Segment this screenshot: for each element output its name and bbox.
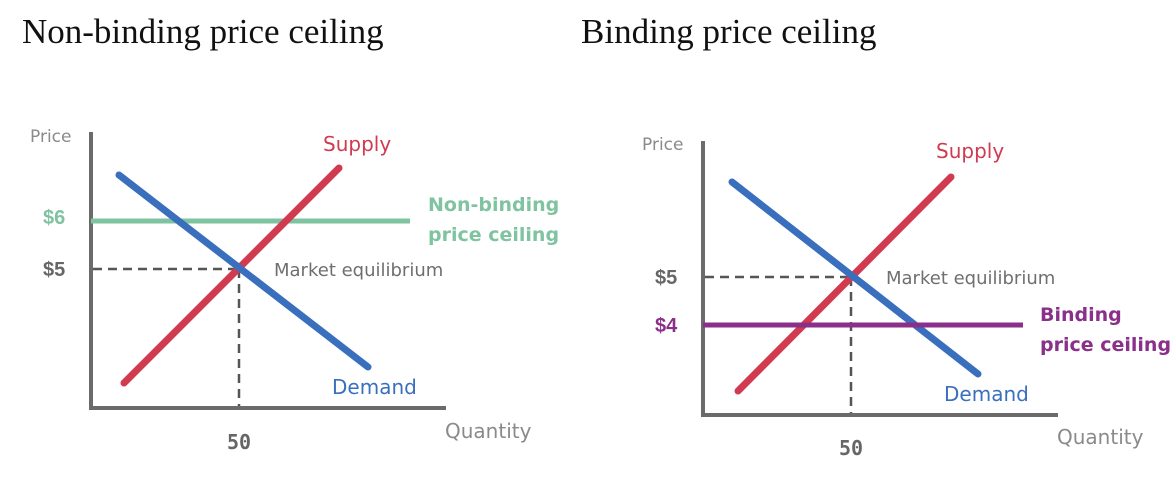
y-axis-label: Price [642,135,683,155]
ceiling-label-line1: Non-binding [428,194,559,216]
supply-label: Supply [323,132,391,156]
x-axis-label: Quantity [1057,425,1144,449]
ceiling-price-label: $4 [655,315,678,337]
supply-line [734,173,955,395]
chart-title-non-binding: Non-binding price ceiling [22,12,384,51]
y-axis-label: Price [30,127,71,147]
demand-line [728,178,982,378]
x-axis-label: Quantity [445,419,532,443]
demand-label: Demand [332,375,417,399]
chart-non-binding: Price Quantity Non-binding price ceiling… [30,127,559,454]
demand-label: Demand [944,382,1029,406]
equilibrium-label: Market equilibrium [886,268,1055,289]
equilibrium-quantity-label: 50 [227,430,251,454]
equilibrium-price-label: $5 [655,267,677,289]
equilibrium-label: Market equilibrium [274,260,443,281]
ceiling-price-label: $6 [43,207,65,229]
demand-line [115,171,372,371]
ceiling-label-line1: Binding [1040,304,1122,326]
equilibrium-price-label: $5 [43,259,65,281]
equilibrium-quantity-label: 50 [839,436,863,460]
ceiling-label-line2: price ceiling [428,224,559,246]
supply-line [120,164,343,387]
supply-label: Supply [936,139,1004,163]
ceiling-label-line2: price ceiling [1040,334,1171,356]
chart-binding: Price Quantity Binding price ceiling $5 … [642,135,1171,460]
chart-title-binding: Binding price ceiling [581,12,877,51]
